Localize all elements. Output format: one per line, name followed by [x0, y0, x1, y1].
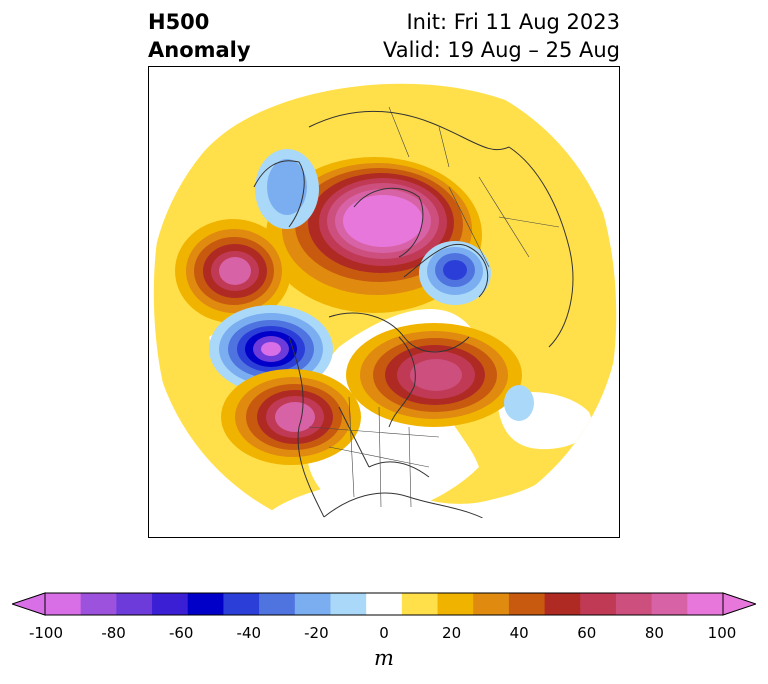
- colorbar-segment: [116, 593, 153, 615]
- colorbar-tick-label: 60: [577, 624, 597, 642]
- colorbar-segment: [651, 593, 688, 615]
- colorbar-segment: [223, 593, 260, 615]
- negative-anomaly-scandinavia: [419, 241, 491, 305]
- colorbar-tick-label: 20: [442, 624, 462, 642]
- colorbar-tick-label: -40: [236, 624, 262, 642]
- colorbar-tick-label: -80: [101, 624, 126, 642]
- colorbar-segment: [366, 593, 403, 615]
- title-type: Anomaly: [148, 38, 251, 62]
- colorbar-segment: [330, 593, 367, 615]
- negative-anomaly-north-atlantic: [504, 385, 534, 421]
- colorbar-tick-label: 100: [707, 624, 737, 642]
- political-borders: [308, 106, 560, 508]
- colorbar-segment: [615, 593, 653, 615]
- map-panel: [148, 66, 620, 538]
- init-date: Init: Fri 11 Aug 2023: [406, 10, 620, 34]
- colorbar-segment: [187, 593, 224, 615]
- anomaly-map: [153, 83, 617, 528]
- colorbar-segment: [544, 593, 581, 615]
- colorbar-tick-label: -60: [168, 624, 194, 642]
- colorbar-outline: [44, 592, 724, 616]
- colorbar-tick-label: -100: [28, 624, 64, 642]
- colorbar-segment: [687, 593, 724, 615]
- colorbar-segment: [259, 593, 296, 615]
- colorbar-tick-label: 80: [644, 624, 664, 642]
- colorbar-segment: [580, 593, 617, 615]
- colorbar-max-extend-arrow: [722, 592, 756, 616]
- valid-date-range: Valid: 19 Aug – 25 Aug: [382, 38, 620, 62]
- title-left: H500 Anomaly: [148, 8, 251, 64]
- colorbar-tick-labels: -100 -80 -60 -40 -20 0 20 40 60 80 100: [0, 624, 768, 644]
- colorbar-segment: [80, 593, 117, 615]
- colorbar-tick-label: -20: [304, 624, 329, 642]
- colorbar-segment: [294, 593, 331, 615]
- colorbar: [12, 592, 756, 616]
- colorbar-segment: [401, 593, 439, 615]
- positive-anomaly-north-pacific: [175, 219, 291, 323]
- negative-anomaly-gulf-of-alaska: [209, 305, 333, 393]
- negative-anomaly-east-asia: [255, 149, 319, 229]
- colorbar-units: m: [374, 646, 394, 670]
- positive-anomaly-pacific-northwest: [221, 369, 361, 465]
- colorbar-tick-label: 0: [379, 624, 389, 642]
- colorbar-segment: [508, 593, 546, 615]
- colorbar-segment: [45, 593, 82, 615]
- coastlines: [253, 110, 574, 528]
- colorbar-segment: [473, 593, 510, 615]
- colorbar-segment: [437, 593, 474, 615]
- colorbar-tick-label: 40: [509, 624, 529, 642]
- positive-anomaly-eastern-canada: [346, 323, 522, 427]
- title-variable: H500: [148, 10, 210, 34]
- colorbar-min-extend-arrow: [12, 592, 46, 616]
- title-right: Init: Fri 11 Aug 2023 Valid: 19 Aug – 25…: [383, 8, 620, 64]
- colorbar-segment: [152, 593, 189, 615]
